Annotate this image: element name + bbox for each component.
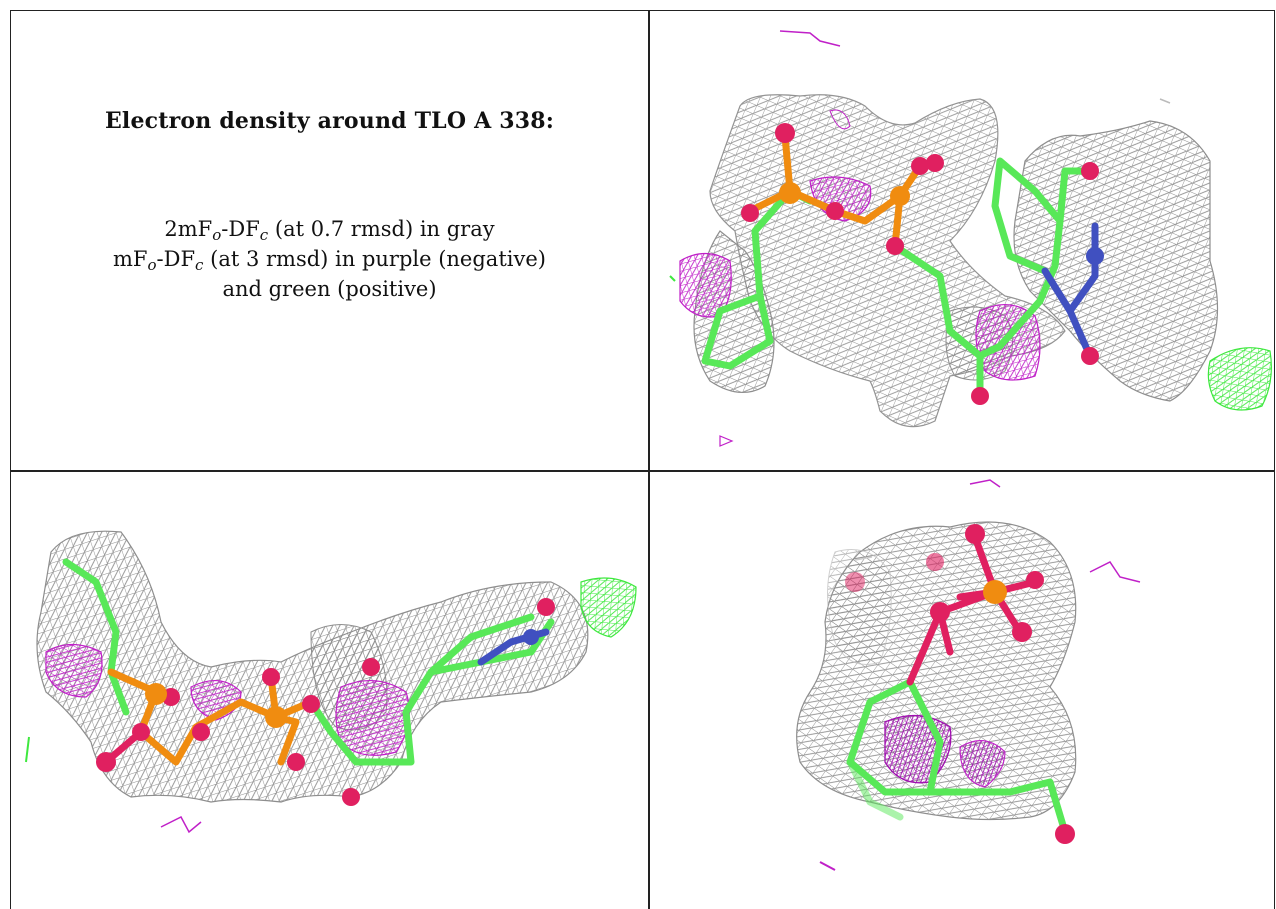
density-image-3: [796, 479, 1141, 871]
density-image-2: [25, 530, 637, 834]
ligand-atoms: [845, 524, 1075, 844]
density-image-1: [669, 30, 1272, 447]
row-divider: [10, 470, 1275, 472]
positive-fragment: [25, 736, 30, 763]
legend-line-colors: and green (positive): [222, 277, 437, 301]
ligand-atoms: [96, 598, 555, 806]
density-view-top-right: [650, 11, 1274, 470]
mesh-positive: [1207, 347, 1272, 411]
figure-table: [10, 10, 1275, 909]
legend-line-fofc: mFo-DFc (at 3 rmsd) in purple (negative): [113, 247, 546, 274]
mesh-fragment: [854, 556, 873, 561]
ligand-atoms: [741, 123, 1104, 405]
ligand-sticks: [701, 132, 1099, 400]
positive-fragment: [669, 275, 676, 282]
legend-cell: Electron density around TLO A 338: 2mFo-…: [11, 11, 648, 470]
density-view-bottom-right: [650, 472, 1274, 909]
mesh-2fofc: [693, 94, 1219, 428]
mesh-2fofc: [36, 530, 589, 803]
ligand-sticks: [846, 533, 1069, 836]
column-divider: [648, 10, 650, 909]
legend-line-2fofc: 2mFo-DFc (at 0.7 rmsd) in gray: [164, 217, 495, 244]
legend-description: 2mFo-DFc (at 0.7 rmsd) in gray mFo-DFc (…: [11, 214, 648, 304]
density-view-bottom-left: [11, 472, 648, 909]
mesh-fragment: [1159, 98, 1171, 104]
legend-title: Electron density around TLO A 338:: [104, 108, 555, 134]
mesh-positive: [580, 577, 637, 638]
